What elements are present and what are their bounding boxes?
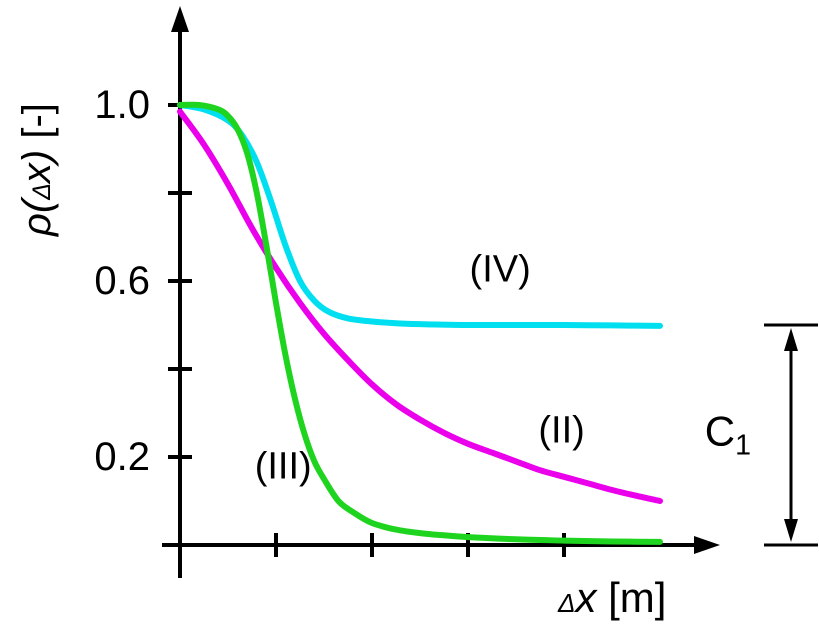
x-label-unit: [m] <box>596 574 667 621</box>
x-axis-label: Δx [m] <box>558 574 666 622</box>
series-curve-iii <box>177 101 663 545</box>
y-label-close-paren: ) <box>14 149 59 163</box>
annotation-arrowhead-up <box>784 328 798 351</box>
x-label-delta: Δ <box>558 588 576 618</box>
annotation-label-c1: C1 <box>705 407 751 462</box>
annotation-label-subscript: 1 <box>735 429 751 462</box>
y-label-rho: ρ( <box>14 199 59 236</box>
annotation-label-letter: C <box>704 407 736 455</box>
x-label-x: x <box>575 574 597 621</box>
y-label-delta: Δ <box>28 182 56 200</box>
x-axis-arrowhead <box>694 536 720 554</box>
series-curve-ii <box>177 108 663 504</box>
annotation-arrowhead-down <box>784 519 798 542</box>
series-label-ii: (II) <box>538 409 585 452</box>
series-curve-iv <box>177 102 663 329</box>
y-tick-label: 0.6 <box>94 259 150 303</box>
series-label-iv: (IV) <box>469 248 531 291</box>
y-label-x: x <box>14 162 59 183</box>
y-axis-arrowhead <box>171 6 189 32</box>
y-tick-label: 0.2 <box>94 435 150 479</box>
series-label-iii: (III) <box>254 445 312 488</box>
y-tick-label: 1.0 <box>94 83 150 127</box>
